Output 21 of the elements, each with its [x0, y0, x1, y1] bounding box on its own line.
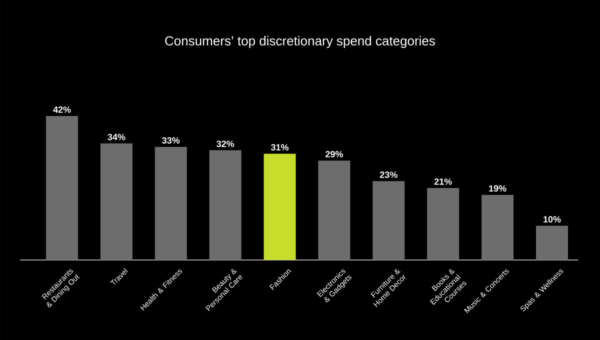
bar — [264, 154, 296, 260]
data-label: 33% — [162, 137, 180, 144]
bar — [482, 194, 514, 260]
bar — [209, 150, 242, 260]
bar — [536, 226, 568, 260]
data-label: 42% — [53, 106, 71, 113]
data-label: 34% — [108, 134, 126, 140]
data-label: 10% — [544, 216, 561, 223]
bar — [100, 143, 132, 260]
data-label: 21% — [434, 178, 452, 185]
data-label: 23% — [380, 172, 398, 178]
bar — [318, 160, 350, 260]
data-label: 29% — [326, 150, 343, 158]
bar — [46, 116, 78, 260]
bar — [154, 146, 187, 260]
bar — [427, 188, 460, 260]
chart-title: Consumers’ top discretionary spend categories — [165, 36, 435, 48]
data-label: 19% — [489, 185, 506, 192]
data-label: 31% — [270, 144, 289, 150]
data-label: 32% — [216, 140, 234, 148]
bar — [372, 181, 405, 260]
